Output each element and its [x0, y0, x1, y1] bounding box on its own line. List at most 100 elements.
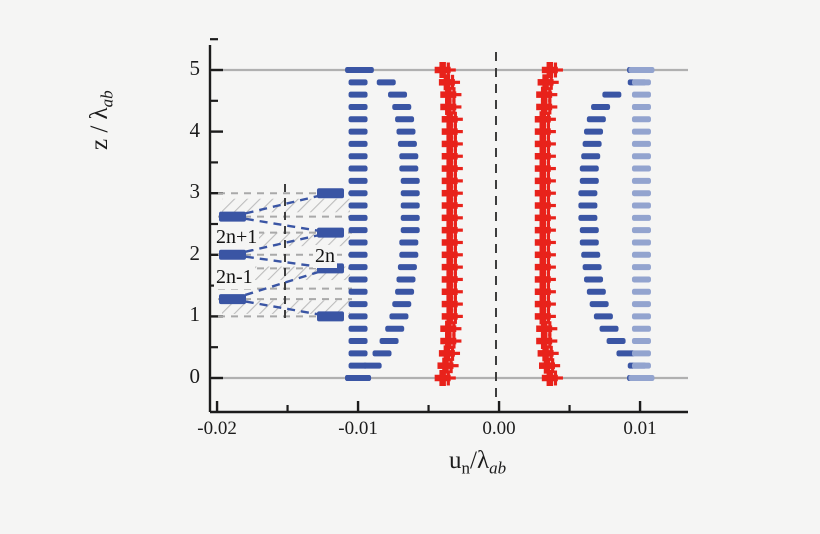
- inset-vortex-block: [317, 188, 344, 199]
- data-marker-dash: [348, 177, 368, 184]
- data-marker-dash: [399, 153, 419, 160]
- x-axis-title-tail-sub: ab: [489, 458, 507, 478]
- data-marker-plus: [452, 99, 456, 115]
- data-marker-dash: [385, 325, 405, 332]
- data-marker-plus: [450, 74, 455, 90]
- data-marker-dash: [606, 338, 626, 345]
- y-axis-ticks: [210, 38, 223, 380]
- data-marker-plus: [548, 333, 552, 349]
- inset-vortex-block: [317, 311, 344, 322]
- series-red-cross-left-b: [440, 62, 463, 386]
- inset-vortex-block: [219, 249, 246, 260]
- data-marker-plus: [453, 210, 457, 226]
- data-marker-dash: [399, 165, 419, 172]
- inset-layer-label: 2n: [313, 245, 337, 268]
- data-marker-plus: [453, 185, 457, 201]
- data-marker-dash: [631, 91, 651, 98]
- data-marker-plus: [446, 62, 450, 78]
- data-marker-plus: [548, 321, 552, 337]
- data-marker-dash: [631, 276, 651, 283]
- data-marker-dash: [631, 338, 651, 345]
- data-marker-dash: [348, 288, 368, 295]
- data-marker-dash: [631, 128, 651, 135]
- data-marker-dash: [581, 251, 601, 258]
- data-marker-plus: [548, 87, 552, 103]
- data-marker-dash: [348, 325, 368, 332]
- data-marker-dash: [631, 214, 651, 221]
- data-marker-dash: [584, 276, 604, 283]
- series-blue-dash-right-bowed: [578, 67, 654, 381]
- data-marker-plus: [549, 74, 553, 90]
- y-axis-title-main: z / λ: [86, 107, 113, 150]
- data-marker-plus: [453, 222, 457, 238]
- series-blue-dash-left-bowed: [345, 67, 420, 381]
- data-marker-dash: [395, 116, 415, 123]
- data-marker-dash: [348, 202, 368, 209]
- data-marker-dash: [348, 79, 368, 86]
- data-marker-dash: [631, 264, 651, 271]
- data-marker-dash: [631, 350, 651, 357]
- data-marker-plus: [453, 308, 457, 324]
- data-marker-dash: [579, 239, 599, 246]
- data-marker-dash: [631, 153, 651, 160]
- data-marker-dash: [376, 79, 396, 86]
- data-marker-plus: [546, 284, 551, 300]
- data-marker-dash: [631, 362, 651, 369]
- y-tick-label: 1: [189, 302, 201, 327]
- data-marker-dash: [348, 338, 368, 345]
- inset-vortex-block: [219, 294, 246, 305]
- data-marker-dash: [578, 202, 598, 209]
- data-marker-dash: [400, 202, 420, 209]
- data-marker-dash: [589, 301, 609, 308]
- data-marker-dash: [631, 116, 651, 123]
- data-marker-dash: [348, 313, 368, 320]
- data-marker-plus: [453, 161, 457, 177]
- data-series-layer: [345, 62, 655, 386]
- data-marker-plus: [546, 161, 551, 177]
- data-marker-dash: [396, 276, 416, 283]
- data-marker-dash: [631, 313, 651, 320]
- x-axis-title-tail: /λ: [470, 447, 490, 474]
- x-tick-label: 0.01: [623, 418, 657, 439]
- x-axis-ticks: [215, 401, 642, 412]
- data-marker-plus: [453, 148, 457, 164]
- x-tick-label: 0.00: [482, 418, 516, 439]
- data-marker-dash: [586, 116, 606, 123]
- data-marker-dash: [348, 251, 368, 258]
- inset-layer-label: 2n+1: [214, 226, 260, 249]
- data-marker-plus: [546, 111, 551, 127]
- data-marker-dash: [400, 177, 420, 184]
- data-marker-dash: [348, 140, 368, 147]
- data-marker-plus: [553, 62, 558, 78]
- data-marker-dash: [397, 140, 417, 147]
- data-marker-dash: [348, 350, 368, 357]
- data-marker-plus: [546, 308, 551, 324]
- data-marker-dash: [631, 202, 651, 209]
- data-marker-dash: [348, 190, 368, 197]
- data-marker-plus: [546, 234, 551, 250]
- data-marker-dash: [616, 350, 636, 357]
- data-marker-dash: [379, 338, 399, 345]
- y-tick-label: 0: [189, 364, 201, 388]
- data-marker-dash: [348, 103, 368, 110]
- data-marker-dash: [631, 325, 651, 332]
- data-marker-dash: [348, 91, 368, 98]
- data-marker-plus: [549, 345, 553, 361]
- data-marker-plus: [546, 296, 551, 312]
- data-marker-plus: [546, 247, 551, 263]
- data-marker-plus: [546, 259, 551, 275]
- data-marker-dash: [631, 140, 651, 147]
- data-marker-dash: [348, 214, 368, 221]
- data-marker-plus: [450, 345, 455, 361]
- inset-vortex-block: [317, 227, 344, 238]
- data-marker-dash: [631, 79, 651, 86]
- data-marker-plus: [453, 136, 457, 152]
- data-marker-dash: [348, 128, 368, 135]
- inset-connector: [231, 215, 331, 234]
- data-marker-plus: [446, 370, 450, 386]
- data-marker-dash: [362, 362, 382, 369]
- data-marker-dash: [631, 288, 651, 295]
- data-marker-dash: [578, 214, 598, 221]
- inset-connector: [231, 267, 331, 301]
